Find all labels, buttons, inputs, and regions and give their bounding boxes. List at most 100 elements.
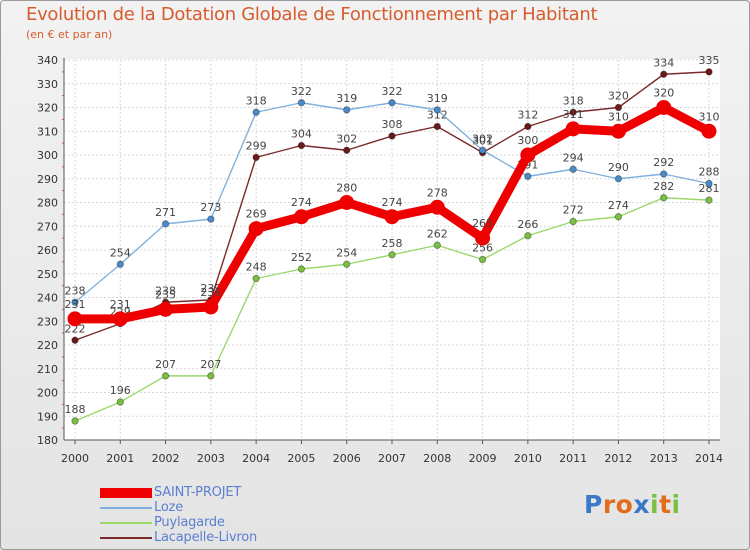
legend-swatch-saint-projet bbox=[100, 488, 152, 498]
data-label-saint-projet: 274 bbox=[291, 196, 312, 209]
data-point-loze bbox=[705, 179, 713, 188]
legend-swatch-puylagarde bbox=[100, 522, 152, 524]
data-point-loze bbox=[614, 175, 623, 183]
data-label-puylagarde: 272 bbox=[563, 204, 584, 217]
logo-letter: t bbox=[659, 490, 672, 519]
data-point-saint-projet bbox=[610, 123, 626, 139]
data-point-loze bbox=[433, 106, 441, 114]
y-tick-label: 200 bbox=[37, 387, 58, 400]
data-point-lacapelle-livron bbox=[705, 68, 713, 76]
legend-label-puylagarde: Puylagarde bbox=[154, 515, 225, 530]
data-point-saint-projet bbox=[656, 100, 672, 115]
logo-letter: i bbox=[671, 490, 681, 519]
data-label-saint-projet: 280 bbox=[336, 182, 357, 195]
y-tick-label: 270 bbox=[37, 220, 58, 233]
data-point-lacapelle-livron bbox=[343, 146, 351, 154]
data-point-puylagarde bbox=[433, 241, 441, 249]
x-tick-label: 2001 bbox=[106, 452, 134, 465]
data-point-puylagarde bbox=[207, 372, 215, 380]
data-label-puylagarde: 252 bbox=[291, 251, 312, 264]
data-point-puylagarde bbox=[71, 417, 79, 425]
data-point-loze bbox=[207, 215, 215, 223]
data-point-saint-projet bbox=[67, 311, 83, 327]
data-point-puylagarde bbox=[478, 255, 487, 264]
y-tick-label: 260 bbox=[37, 244, 58, 257]
data-point-saint-projet bbox=[429, 199, 445, 215]
data-label-saint-projet: 300 bbox=[517, 134, 538, 147]
data-point-saint-projet bbox=[112, 311, 128, 327]
data-label-loze: 271 bbox=[155, 206, 176, 219]
y-tick-label: 190 bbox=[37, 410, 58, 423]
y-tick-label: 340 bbox=[37, 54, 58, 67]
data-point-lacapelle-livron bbox=[524, 122, 532, 131]
logo-letter: i bbox=[650, 490, 660, 519]
data-point-loze bbox=[116, 260, 124, 268]
data-label-lacapelle-livron: 304 bbox=[291, 128, 312, 141]
data-label-saint-projet: 265 bbox=[472, 217, 493, 230]
data-point-saint-projet bbox=[565, 121, 581, 137]
data-point-puylagarde bbox=[524, 232, 532, 240]
proxiti-logo[interactable]: Proxiti bbox=[584, 490, 681, 519]
data-label-lacapelle-livron: 302 bbox=[336, 132, 357, 145]
data-label-saint-projet: 320 bbox=[653, 87, 674, 100]
data-label-loze: 322 bbox=[382, 85, 403, 98]
data-point-loze bbox=[660, 170, 668, 178]
data-point-lacapelle-livron bbox=[252, 153, 260, 162]
data-label-loze: 302 bbox=[472, 132, 493, 145]
data-label-loze: 273 bbox=[200, 201, 221, 214]
legend-swatch-loze bbox=[100, 507, 152, 509]
data-point-lacapelle-livron bbox=[71, 336, 79, 344]
data-label-puylagarde: 256 bbox=[472, 242, 493, 255]
data-label-loze: 322 bbox=[291, 85, 312, 98]
data-label-lacapelle-livron: 222 bbox=[65, 322, 86, 335]
data-point-loze bbox=[252, 108, 260, 116]
data-label-lacapelle-livron: 334 bbox=[653, 56, 674, 69]
data-label-puylagarde: 254 bbox=[336, 246, 357, 259]
data-label-saint-projet: 310 bbox=[699, 110, 720, 123]
data-point-saint-projet bbox=[384, 209, 400, 225]
data-label-lacapelle-livron: 320 bbox=[608, 90, 629, 103]
y-tick-label: 230 bbox=[37, 315, 58, 328]
data-label-lacapelle-livron: 335 bbox=[699, 54, 720, 67]
legend-label-lacapelle-livron: Lacapelle-Livron bbox=[154, 530, 258, 545]
data-point-saint-projet bbox=[293, 209, 309, 225]
data-point-lacapelle-livron bbox=[388, 132, 396, 140]
data-label-saint-projet: 311 bbox=[563, 108, 584, 121]
data-label-puylagarde: 281 bbox=[699, 182, 720, 195]
y-tick-label: 320 bbox=[37, 102, 58, 115]
data-label-loze: 288 bbox=[699, 166, 720, 179]
x-tick-label: 2003 bbox=[197, 452, 225, 465]
x-tick-label: 2009 bbox=[469, 452, 497, 465]
logo-letter: P bbox=[584, 490, 603, 519]
legend-swatch-lacapelle-livron bbox=[100, 537, 152, 539]
y-tick-label: 330 bbox=[37, 78, 58, 91]
data-label-puylagarde: 196 bbox=[110, 384, 131, 397]
data-point-loze bbox=[161, 220, 170, 228]
data-point-puylagarde bbox=[388, 251, 396, 259]
data-point-puylagarde bbox=[161, 372, 170, 380]
data-label-puylagarde: 207 bbox=[200, 358, 221, 371]
y-tick-label: 290 bbox=[37, 173, 58, 186]
data-point-puylagarde bbox=[297, 265, 306, 273]
y-tick-label: 210 bbox=[37, 363, 58, 376]
data-label-saint-projet: 235 bbox=[155, 288, 176, 301]
data-label-puylagarde: 207 bbox=[155, 358, 176, 371]
data-label-loze: 319 bbox=[427, 92, 448, 105]
data-label-loze: 319 bbox=[336, 92, 357, 105]
data-label-saint-projet: 310 bbox=[608, 110, 629, 123]
x-tick-label: 2012 bbox=[604, 452, 632, 465]
data-point-saint-projet bbox=[339, 195, 355, 210]
data-label-loze: 238 bbox=[65, 284, 86, 297]
y-tick-label: 180 bbox=[37, 434, 58, 447]
x-tick-label: 2000 bbox=[61, 452, 89, 465]
data-point-saint-projet bbox=[203, 299, 219, 315]
x-tick-label: 2008 bbox=[423, 452, 451, 465]
data-point-loze bbox=[478, 146, 487, 154]
data-label-loze: 318 bbox=[246, 94, 267, 107]
data-point-puylagarde bbox=[660, 194, 668, 202]
data-point-saint-projet bbox=[475, 230, 491, 246]
data-label-lacapelle-livron: 238 bbox=[155, 284, 176, 297]
x-tick-label: 2014 bbox=[695, 452, 723, 465]
data-point-loze bbox=[297, 99, 306, 107]
